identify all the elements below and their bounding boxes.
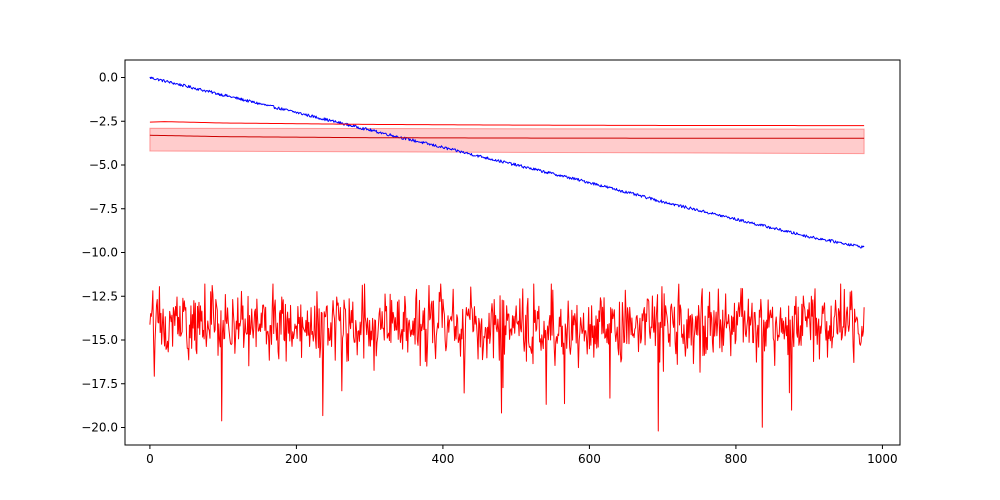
y-tick-label: −7.5: [89, 202, 118, 216]
plot-content: [149, 76, 865, 432]
y-tick-label: −17.5: [81, 377, 118, 391]
x-tick-label: 800: [724, 452, 747, 466]
series-line-1: [149, 76, 865, 249]
y-tick-label: −12.5: [81, 289, 118, 303]
series-line-2: [149, 121, 865, 127]
y-tick-label: 0.0: [99, 71, 118, 85]
x-tick-label: 200: [285, 452, 308, 466]
x-tick-label: 0: [146, 452, 154, 466]
y-tick-label: −20.0: [81, 421, 118, 435]
y-tick-label: −10.0: [81, 246, 118, 260]
series-line-3: [149, 134, 865, 139]
y-tick-label: −2.5: [89, 114, 118, 128]
y-tick-label: −5.0: [89, 158, 118, 172]
series-line-4: [149, 283, 865, 432]
x-tick-label: 600: [578, 452, 601, 466]
plot-area: [149, 76, 865, 432]
y-tick-label: −15.0: [81, 333, 118, 347]
x-tick-label: 400: [431, 452, 454, 466]
axes: 0 200 400 600 800 1000 0.0 −2.5 −5.0 −7.5 −10.0 −12…: [81, 59, 901, 466]
x-tick-label: 1000: [867, 452, 898, 466]
confidence-band: [149, 127, 865, 155]
